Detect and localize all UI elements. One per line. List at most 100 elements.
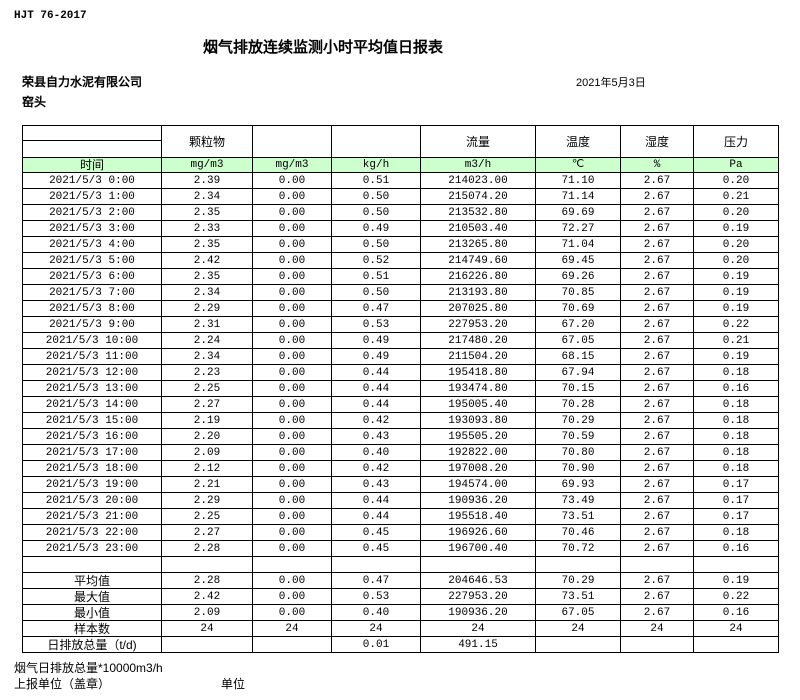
column-header-row-cell — [331, 125, 421, 158]
table-row-cell: 0.19 — [693, 348, 779, 365]
table-row: 2021/5/3 19:00 2.21 0.00 0.43 194574.00 69.93… — [22, 476, 779, 493]
report-table: 颗粒物 流量 温度 湿度 压力 时间 mg/m3 mg/m3 kg/h m3/h ℃% Pa 2021/… — [22, 125, 779, 653]
table-row-cell: 2.42 — [161, 252, 253, 269]
table-row-cell: 0.00 — [252, 332, 332, 349]
table-row-cell: 2.67 — [620, 524, 694, 541]
summary-row-cell: 491.15 — [420, 636, 536, 653]
table-row-cell: 0.00 — [252, 412, 332, 429]
table-row-cell: 2.35 — [161, 236, 253, 253]
table-row-cell: 2021/5/3 20:00 — [22, 492, 162, 509]
table-row-cell: 0.16 — [693, 380, 779, 397]
summary-row-cell: 2.67 — [620, 572, 694, 589]
table-row-cell: 2021/5/3 12:00 — [22, 364, 162, 381]
table-row-cell: 2021/5/3 15:00 — [22, 412, 162, 429]
table-row-cell: 0.51 — [331, 172, 421, 189]
table-row-cell: 0.49 — [331, 332, 421, 349]
table-row-cell: 0.00 — [252, 316, 332, 333]
table-row-cell: 0.00 — [252, 492, 332, 509]
table-row: 2021/5/3 7:00 2.34 0.00 0.50 213193.80 70.85 2… — [22, 284, 779, 301]
table-row-cell: 2.31 — [161, 316, 253, 333]
table-row-cell: 70.80 — [535, 444, 621, 461]
table-row-cell: 0.44 — [331, 492, 421, 509]
summary-row-cell: 2.67 — [620, 588, 694, 605]
summary-row-cell: 24 — [331, 620, 421, 637]
table-row: 2021/5/3 21:00 2.25 0.00 0.44 195518.40 73.51… — [22, 508, 779, 525]
table-row-cell: 2.29 — [161, 492, 253, 509]
summary-row-cell: 2.67 — [620, 604, 694, 621]
table-row-cell: 2.67 — [620, 268, 694, 285]
table-row-cell: 2.67 — [620, 460, 694, 477]
summary-row-cell: 204646.53 — [420, 572, 536, 589]
table-row-cell: 2021/5/3 4:00 — [22, 236, 162, 253]
table-row: 2021/5/3 10:00 2.24 0.00 0.49 217480.20 67.05… — [22, 332, 779, 349]
table-row-cell: 70.69 — [535, 300, 621, 317]
table-row-cell: 2.67 — [620, 492, 694, 509]
table-row-cell: 2.23 — [161, 364, 253, 381]
table-row-cell: 2021/5/3 13:00 — [22, 380, 162, 397]
empty-cell — [420, 556, 536, 573]
table-row-cell: 196926.60 — [420, 524, 536, 541]
table-row-cell: 215074.20 — [420, 188, 536, 205]
table-row-cell: 2021/5/3 0:00 — [22, 172, 162, 189]
table-row-cell: 0.49 — [331, 348, 421, 365]
table-row-cell: 0.18 — [693, 460, 779, 477]
unit-row-cell: % — [620, 157, 694, 173]
table-row-cell: 0.18 — [693, 412, 779, 429]
summary-row-cell: 0.40 — [331, 604, 421, 621]
table-row-cell: 2.21 — [161, 476, 253, 493]
table-row-cell: 2021/5/3 8:00 — [22, 300, 162, 317]
table-row-cell: 2.67 — [620, 380, 694, 397]
summary-row: 最大值 2.42 0.00 0.53 227953.20 73.51 2.67 0.22 — [22, 588, 779, 605]
table-row-cell: 2021/5/3 23:00 — [22, 540, 162, 557]
table-row-cell: 2.24 — [161, 332, 253, 349]
table-row-cell: 0.45 — [331, 540, 421, 557]
table-row-cell: 69.26 — [535, 268, 621, 285]
table-row: 2021/5/3 3:00 2.33 0.00 0.49 210503.40 72.27 2… — [22, 220, 779, 237]
table-row-cell: 0.42 — [331, 460, 421, 477]
table-row-cell: 0.42 — [331, 412, 421, 429]
column-header-row-cell: 流量 — [420, 125, 536, 158]
table-row-cell: 0.44 — [331, 396, 421, 413]
table-row-cell: 2021/5/3 6:00 — [22, 268, 162, 285]
table-row-cell: 0.19 — [693, 268, 779, 285]
column-header-row-cell: 颗粒物 — [161, 125, 253, 158]
table-row-cell: 2.67 — [620, 540, 694, 557]
summary-row: 平均值 2.28 0.00 0.47 204646.53 70.29 2.67 0.19 — [22, 572, 779, 589]
table-row-cell: 2.34 — [161, 348, 253, 365]
unit-row-cell: kg/h — [331, 157, 421, 173]
table-row-cell: 0.00 — [252, 220, 332, 237]
table-row-cell: 0.43 — [331, 428, 421, 445]
table-row-cell: 0.44 — [331, 380, 421, 397]
table-row-cell: 197008.20 — [420, 460, 536, 477]
table-row-cell: 0.50 — [331, 236, 421, 253]
column-header-row-cell: 压力 — [693, 125, 779, 158]
table-row-cell: 2.67 — [620, 444, 694, 461]
table-row-cell: 2021/5/3 16:00 — [22, 428, 162, 445]
empty-cell — [252, 556, 332, 573]
column-header-row-cell — [22, 125, 162, 158]
table-row-cell: 2.67 — [620, 476, 694, 493]
unit-label: 单位 — [221, 677, 246, 691]
table-row-cell: 71.04 — [535, 236, 621, 253]
table-row-cell: 2021/5/3 21:00 — [22, 508, 162, 525]
table-row-cell: 193093.80 — [420, 412, 536, 429]
table-row-cell: 196700.40 — [420, 540, 536, 557]
table-row-cell: 0.44 — [331, 364, 421, 381]
table-row: 2021/5/3 0:00 2.39 0.00 0.51 214023.00 71.10 2… — [22, 172, 779, 189]
table-row-cell: 0.18 — [693, 524, 779, 541]
table-row-cell: 2.20 — [161, 428, 253, 445]
table-row-cell: 214023.00 — [420, 172, 536, 189]
table-row-cell: 192822.00 — [420, 444, 536, 461]
table-row-cell: 207025.80 — [420, 300, 536, 317]
table-row-cell: 210503.40 — [420, 220, 536, 237]
table-row-cell: 0.49 — [331, 220, 421, 237]
table-row-cell: 2.67 — [620, 220, 694, 237]
table-row-cell: 2021/5/3 10:00 — [22, 332, 162, 349]
table-row-cell: 0.17 — [693, 508, 779, 525]
summary-row-cell: 0.19 — [693, 572, 779, 589]
table-row-cell: 0.00 — [252, 396, 332, 413]
table-row-cell: 0.50 — [331, 188, 421, 205]
table-row-cell: 69.93 — [535, 476, 621, 493]
table-row: 2021/5/3 17:00 2.09 0.00 0.40 192822.00 70.80… — [22, 444, 779, 461]
table-row-cell: 0.16 — [693, 540, 779, 557]
